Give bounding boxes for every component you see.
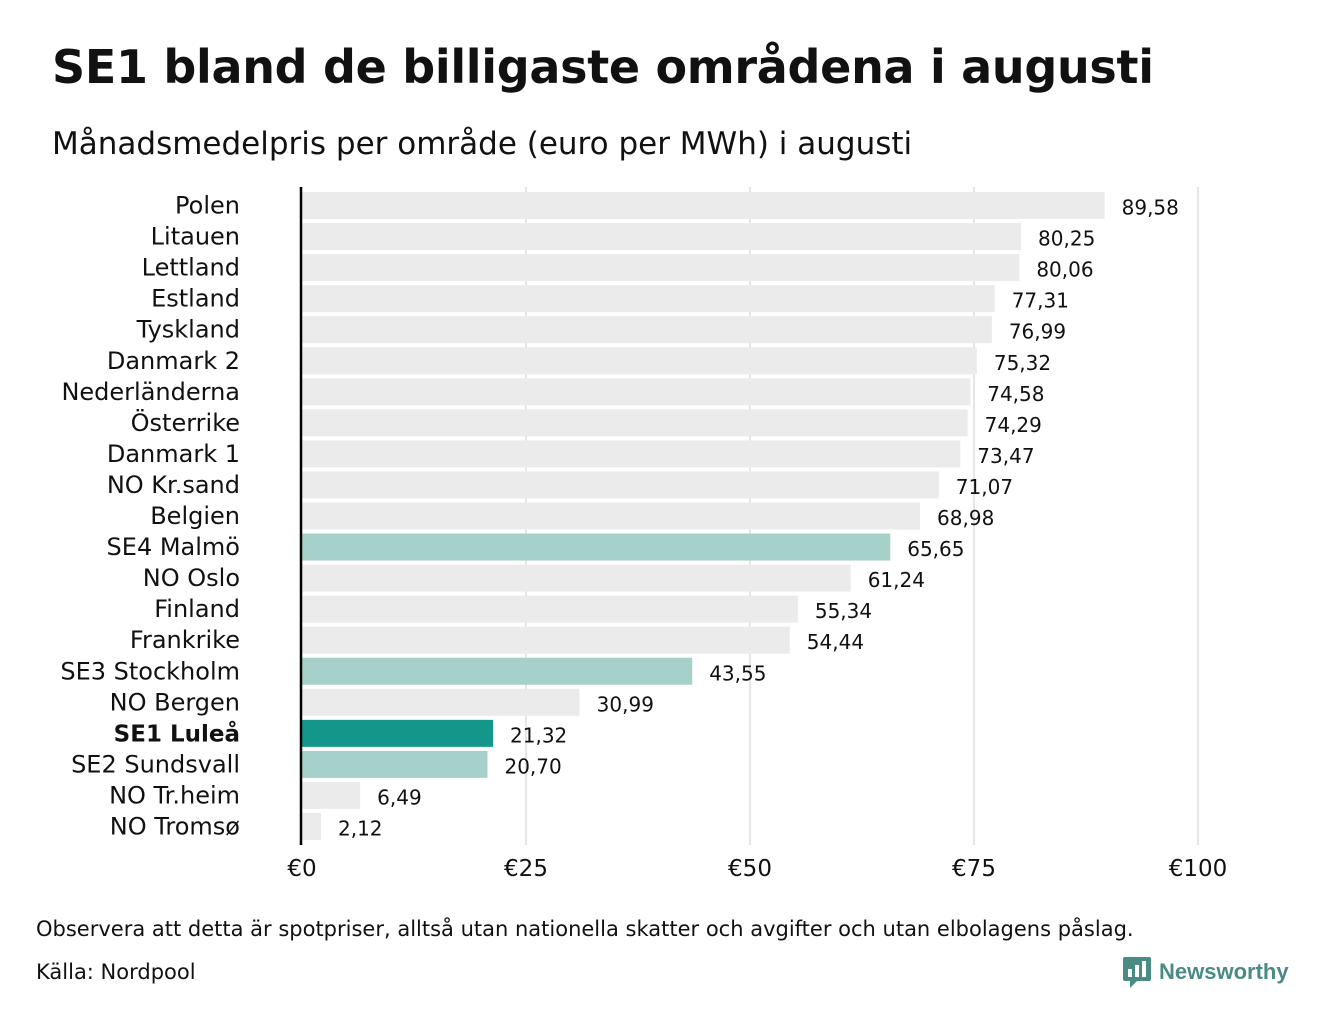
value-label: 74,29 — [985, 413, 1042, 437]
value-label: 30,99 — [597, 692, 654, 716]
x-tick-label: €50 — [728, 856, 772, 882]
bar — [302, 285, 995, 313]
source-credit: Källa: Nordpool — [36, 960, 196, 984]
bar — [302, 347, 977, 375]
bar — [302, 626, 790, 654]
bar — [302, 316, 992, 344]
value-label: 74,58 — [987, 382, 1044, 406]
value-label: 89,58 — [1122, 196, 1179, 220]
value-label: 54,44 — [807, 630, 864, 654]
bar — [302, 378, 971, 406]
x-tick-label: €75 — [952, 856, 996, 882]
category-label: Finland — [154, 595, 240, 623]
category-label: NO Kr.sand — [107, 471, 240, 499]
category-label: Tyskland — [136, 316, 240, 344]
category-label: Lettland — [142, 254, 240, 282]
bars — [302, 192, 1105, 840]
category-label: NO Tr.heim — [109, 781, 240, 809]
value-label: 6,49 — [377, 785, 422, 809]
bar — [302, 688, 580, 716]
bar — [302, 471, 939, 499]
bar — [302, 781, 361, 809]
value-label: 76,99 — [1009, 320, 1066, 344]
bar — [302, 813, 321, 840]
value-label: 2,12 — [338, 817, 383, 841]
value-label: 80,25 — [1038, 227, 1095, 251]
bar — [302, 719, 494, 747]
value-label: 73,47 — [977, 444, 1034, 468]
chart-title: SE1 bland de billigaste områdena i augus… — [52, 40, 1154, 94]
footnote: Observera att detta är spotpriser, allts… — [36, 917, 1134, 941]
category-label: Nederländerna — [61, 378, 240, 406]
category-label: Danmark 2 — [107, 347, 240, 375]
bar — [302, 533, 891, 561]
bar — [302, 564, 851, 592]
category-label: Belgien — [150, 502, 240, 530]
category-label: SE3 Stockholm — [60, 657, 240, 685]
value-labels: 89,58 80,25 80,06 77,31 76,99 75,32 74,58 74,29… — [338, 196, 1179, 841]
category-label: Polen — [175, 192, 240, 220]
value-label: 21,32 — [510, 723, 567, 747]
brand-name: Newsworthy — [1159, 959, 1289, 984]
value-label: 80,06 — [1036, 258, 1093, 282]
category-label: NO Tromsø — [110, 813, 240, 841]
x-tick-label: €100 — [1169, 856, 1228, 882]
value-label: 65,65 — [907, 537, 964, 561]
value-label: 75,32 — [994, 351, 1051, 375]
bar — [302, 254, 1020, 282]
brand-logo: Newsworthy — [1122, 955, 1289, 989]
category-label: SE4 Malmö — [107, 533, 240, 561]
bar — [302, 657, 693, 685]
category-label: Frankrike — [130, 626, 240, 654]
value-label: 55,34 — [815, 599, 872, 623]
value-label: 61,24 — [868, 568, 925, 592]
category-labels: Polen Litauen Lettland Estland Tyskland Danma… — [60, 192, 240, 841]
category-label: Österrike — [131, 408, 240, 437]
bar — [302, 409, 968, 437]
category-label: SE1 Luleå — [114, 720, 240, 747]
category-label: Estland — [151, 285, 240, 313]
bar — [302, 502, 921, 530]
chart-subtitle: Månadsmedelpris per område (euro per MWh… — [52, 126, 913, 162]
x-tick-label: €25 — [504, 856, 548, 882]
bar-chart: Polen Litauen Lettland Estland Tyskland Danma… — [60, 187, 1227, 882]
bar-chart-icon — [1123, 957, 1151, 988]
category-label: Litauen — [151, 223, 240, 251]
category-label: NO Oslo — [143, 564, 240, 592]
bar — [302, 750, 488, 778]
value-label: 71,07 — [956, 475, 1013, 499]
category-label: Danmark 1 — [107, 440, 240, 468]
bar — [302, 223, 1022, 251]
category-label: NO Bergen — [110, 688, 240, 716]
category-label: SE2 Sundsvall — [71, 750, 240, 778]
value-label: 20,70 — [504, 754, 561, 778]
value-label: 43,55 — [709, 661, 766, 685]
bar — [302, 440, 961, 468]
bar — [302, 595, 798, 623]
value-label: 68,98 — [937, 506, 994, 530]
x-tick-label: €0 — [287, 856, 316, 882]
x-axis-ticks: €0 €25 €50 €75 €100 — [287, 856, 1227, 882]
value-label: 77,31 — [1012, 289, 1069, 313]
bar — [302, 192, 1105, 219]
